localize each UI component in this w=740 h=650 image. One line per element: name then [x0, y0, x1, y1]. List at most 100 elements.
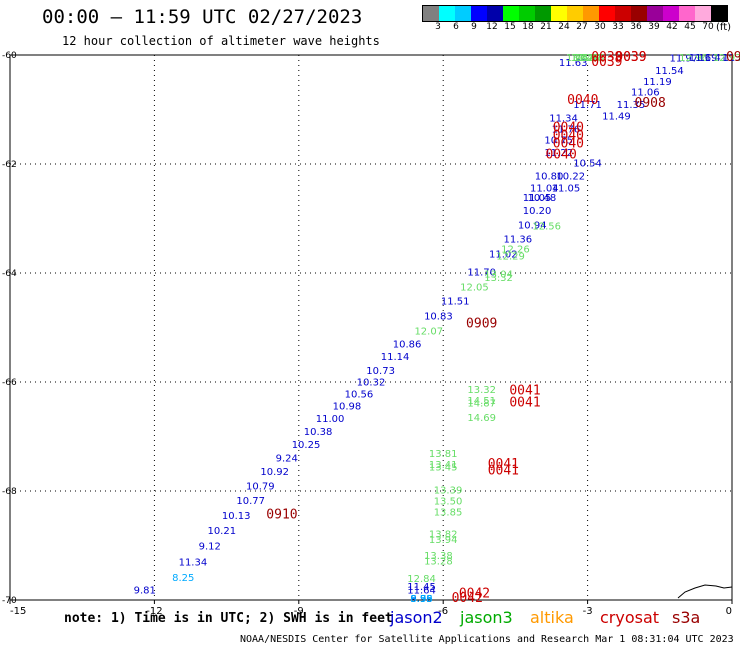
swh-point-label: 13.38 [424, 551, 453, 562]
swh-point-label: 11.49 [602, 111, 631, 122]
swh-point-label: 12.56 [532, 221, 561, 232]
colorbar-label: 6 [453, 22, 459, 32]
swh-point-label: 10.21 [207, 526, 236, 537]
colorbar-swatch [711, 6, 727, 21]
swh-point-label: 11.35 [617, 100, 646, 111]
swh-point-label: 11.02 [489, 250, 518, 261]
x-tick-label: -3 [583, 606, 593, 617]
colorbar-swatch [551, 6, 567, 21]
swh-point-label: 11.51 [441, 297, 470, 308]
swh-point-label: 10.22 [556, 171, 585, 182]
plot-frame [9, 54, 733, 601]
colorbar-unit: (ft) [716, 22, 732, 33]
pass-label: 0910 [266, 507, 297, 522]
x-tick-label: -9 [294, 606, 304, 617]
swh-point-label: 10.94 [518, 220, 547, 231]
x-tick-label: -12 [146, 606, 162, 617]
colorbar [422, 5, 728, 22]
swh-point-label: 13.82 [429, 529, 458, 540]
colorbar-swatch [567, 6, 583, 21]
pass-label: 0039 [591, 55, 622, 70]
colorbar-swatch [583, 6, 599, 21]
swh-points: 9.81 8.25 11.34 9.12 10.21 10.13 10.77 10.79 10.… [134, 53, 740, 605]
pass-label: 0041 [509, 384, 540, 399]
colorbar-label: 30 [594, 22, 606, 32]
pass-label: 0040 [553, 137, 584, 152]
swh-point-label: 10.13 [222, 511, 251, 522]
pass-labels: 0039003900390039004000400040004000400041… [266, 50, 740, 606]
swh-point-label: 10.56 [345, 389, 374, 400]
colorbar-label: 45 [684, 22, 696, 32]
coastline-path [677, 584, 733, 599]
swh-point-label: 9.81 [134, 585, 156, 596]
swh-point-label: 13.32 [467, 385, 496, 396]
swh-point-label: 12.93 [713, 53, 740, 64]
x-tick-label: -15 [10, 606, 26, 617]
colorbar-swatch [679, 6, 695, 21]
legend-jason3: jason3 [460, 608, 513, 627]
colorbar-label: 42 [666, 22, 678, 32]
swh-point-label: 9.12 [199, 541, 221, 552]
swh-point-label: 10.79 [246, 481, 275, 492]
colorbar-label: 12 [486, 22, 498, 32]
colorbar-swatch [631, 6, 647, 21]
swh-point-label: 11.97 [670, 54, 699, 65]
swh-point-label: 14.69 [467, 413, 496, 424]
swh-point-label: 13.85 [434, 508, 463, 519]
swh-point-label: 11.34 [179, 558, 208, 569]
swh-point-label: 10.92 [260, 467, 289, 478]
swh-point-label: 9.96 [410, 594, 432, 605]
swh-point-label: 11.45 [407, 582, 436, 593]
swh-point-label: 13.52 [566, 53, 595, 64]
swh-point-label: 12.96 [679, 53, 708, 64]
pass-label: 0040 [553, 120, 584, 135]
colorbar-swatch [519, 6, 535, 21]
y-tick-label: -70 [2, 596, 17, 606]
swh-point-label: 11.36 [503, 234, 532, 245]
colorbar-swatch [503, 6, 519, 21]
x-tick-label: -6 [438, 606, 448, 617]
swh-point-label: 11.05 [523, 193, 552, 204]
swh-point-label: 11.64 [407, 585, 436, 596]
swh-point-label: 11.70 [467, 268, 496, 279]
colorbar-swatch [695, 6, 711, 21]
legend-cryosat: cryosat [600, 608, 660, 627]
colorbar-swatch [487, 6, 503, 21]
pass-label: 0040 [545, 148, 576, 163]
page-subtitle: 12 hour collection of altimeter wave hei… [62, 34, 380, 48]
footer-credit: NOAA/NESDIS Center for Satellite Applica… [240, 634, 734, 645]
swh-point-label: 11.06 [631, 87, 660, 98]
pass-label: 0908 [635, 96, 666, 111]
pass-label: 0909 [466, 317, 497, 332]
pass-label: 0041 [488, 457, 519, 472]
y-tick-label: -64 [2, 269, 17, 279]
coastline [677, 584, 733, 599]
colorbar-swatch [599, 6, 615, 21]
swh-point-label: 10.86 [393, 340, 422, 351]
colorbar-label: 70 [702, 22, 714, 32]
swh-point-label: 11.14 [381, 352, 410, 363]
pass-label: 0040 [567, 93, 598, 108]
colorbar-label: 33 [612, 22, 624, 32]
swh-point-label: 11.63 [559, 58, 588, 69]
swh-point-label: 10.75 [544, 135, 573, 146]
colorbar-swatch [647, 6, 663, 21]
swh-point-label: 10.73 [366, 366, 395, 377]
colorbar-swatch [439, 6, 455, 21]
footer-note: note: 1) Time is in UTC; 2) SWH is in fe… [64, 611, 393, 626]
legend-jason2: jason2 [390, 608, 443, 627]
swh-point-label: 11.41 [698, 53, 727, 64]
swh-point-label: 10.77 [236, 496, 265, 507]
pass-label: 0042 [459, 586, 490, 601]
swh-point-label: 13.37 [573, 53, 602, 64]
swh-point-label: 11.71 [573, 100, 602, 111]
colorbar-label: 9 [471, 22, 477, 32]
colorbar-label: 18 [522, 22, 534, 32]
swh-point-label: 10.32 [357, 377, 386, 388]
swh-point-label: 11.69 [689, 53, 718, 64]
colorbar-label: 36 [630, 22, 642, 32]
swh-point-label: 13.26 [571, 53, 600, 64]
swh-point-label: 12.84 [407, 574, 436, 585]
swh-point-label: 5.95 [410, 594, 432, 605]
pass-label: 0040 [553, 128, 584, 143]
